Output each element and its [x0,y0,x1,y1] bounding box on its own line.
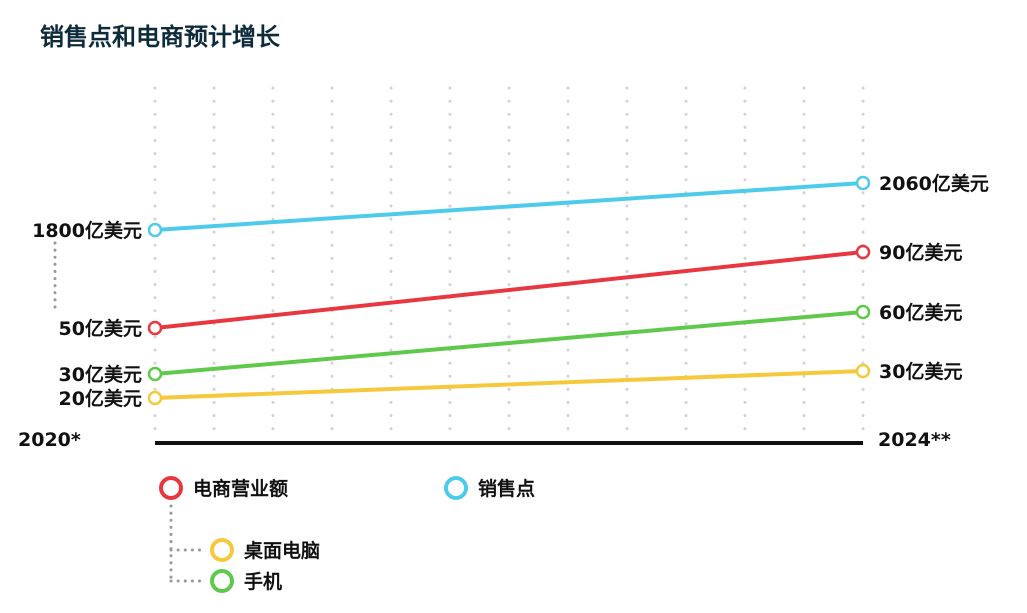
series-line-1 [154,250,864,330]
data-label-end-3: 30亿美元 [879,360,962,383]
data-point-start-1 [147,320,163,336]
legend-swatch-0 [159,476,183,500]
legend-label-0: 电商营业额 [193,477,288,500]
value-labels: 1800亿美元2060亿美元50亿美元90亿美元30亿美元60亿美元20亿美元3… [32,172,989,410]
data-point-start-2 [147,366,163,382]
data-label-end-0: 2060亿美元 [879,172,989,195]
legend-label-3: 手机 [244,570,282,593]
legend-label-1: 销售点 [478,477,535,500]
legend-swatch-3 [210,569,234,593]
x-tick-label-2020: 2020* [18,429,81,451]
data-point-end-3 [855,363,871,379]
series-line-3 [154,369,864,400]
data-label-end-1: 90亿美元 [879,241,962,264]
legend-swatch-2 [210,538,234,562]
data-point-end-2 [855,304,871,320]
series-line-0 [154,181,864,232]
legend-label-2: 桌面电脑 [244,539,320,562]
data-point-end-1 [855,244,871,260]
series-group [147,175,871,406]
legend-swatch-1 [444,476,468,500]
data-label-start-0: 1800亿美元 [32,219,142,242]
data-label-start-2: 30亿美元 [59,363,142,386]
data-point-end-0 [855,175,871,191]
data-label-start-3: 20亿美元 [59,387,142,410]
data-point-start-0 [147,222,163,238]
data-label-start-1: 50亿美元 [59,317,142,340]
chart-title: 销售点和电商预计增长 [40,23,281,51]
x-tick-label-2024: 2024** [878,429,951,451]
series-line-2 [154,310,864,376]
data-point-start-3 [147,390,163,406]
data-label-end-2: 60亿美元 [879,301,962,324]
